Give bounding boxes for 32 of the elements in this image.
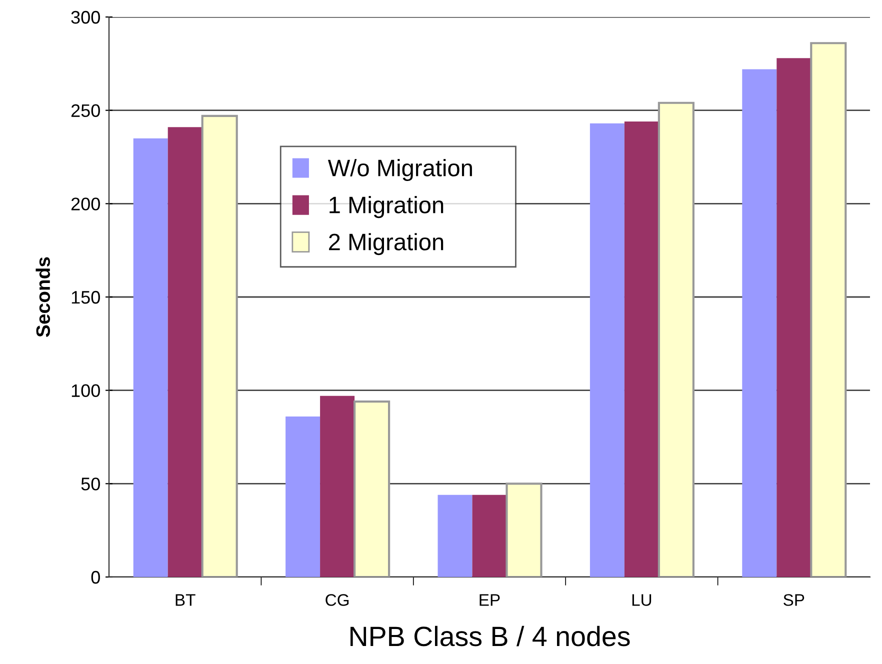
y-tick-label: 150 xyxy=(72,290,100,304)
bar xyxy=(438,494,472,577)
bar xyxy=(472,494,507,577)
bar xyxy=(201,114,238,577)
bar xyxy=(320,396,355,577)
y-tick-label: 300 xyxy=(71,10,100,24)
bar xyxy=(506,482,542,577)
bar xyxy=(286,416,320,577)
y-axis-title: Seconds xyxy=(36,257,50,337)
y-tick-label: 50 xyxy=(81,478,100,490)
bar xyxy=(742,69,777,577)
bar xyxy=(624,122,659,577)
x-tick-label: LU xyxy=(632,594,652,606)
bar xyxy=(168,127,202,577)
x-tick-label: SP xyxy=(784,594,804,606)
bar xyxy=(354,400,390,577)
y-tick-label: 100 xyxy=(72,384,100,398)
x-axis-title: NPB Class B / 4 nodes xyxy=(350,626,630,646)
legend-label: 2 Migration xyxy=(329,233,444,256)
bar xyxy=(776,58,812,577)
y-tick-label: 0 xyxy=(91,570,100,584)
x-tick-label: EP xyxy=(480,594,500,606)
legend-label: 1 Migration xyxy=(330,196,444,218)
x-tick-label: BT xyxy=(176,594,196,606)
bar xyxy=(133,138,168,577)
y-tick-label: 250 xyxy=(71,104,100,118)
x-tick-label: CG xyxy=(326,594,349,606)
y-tick-label: 200 xyxy=(71,198,100,210)
bar xyxy=(590,123,624,577)
bar xyxy=(658,102,694,577)
legend-label: W/o Migration xyxy=(328,159,472,182)
bar xyxy=(810,42,847,577)
